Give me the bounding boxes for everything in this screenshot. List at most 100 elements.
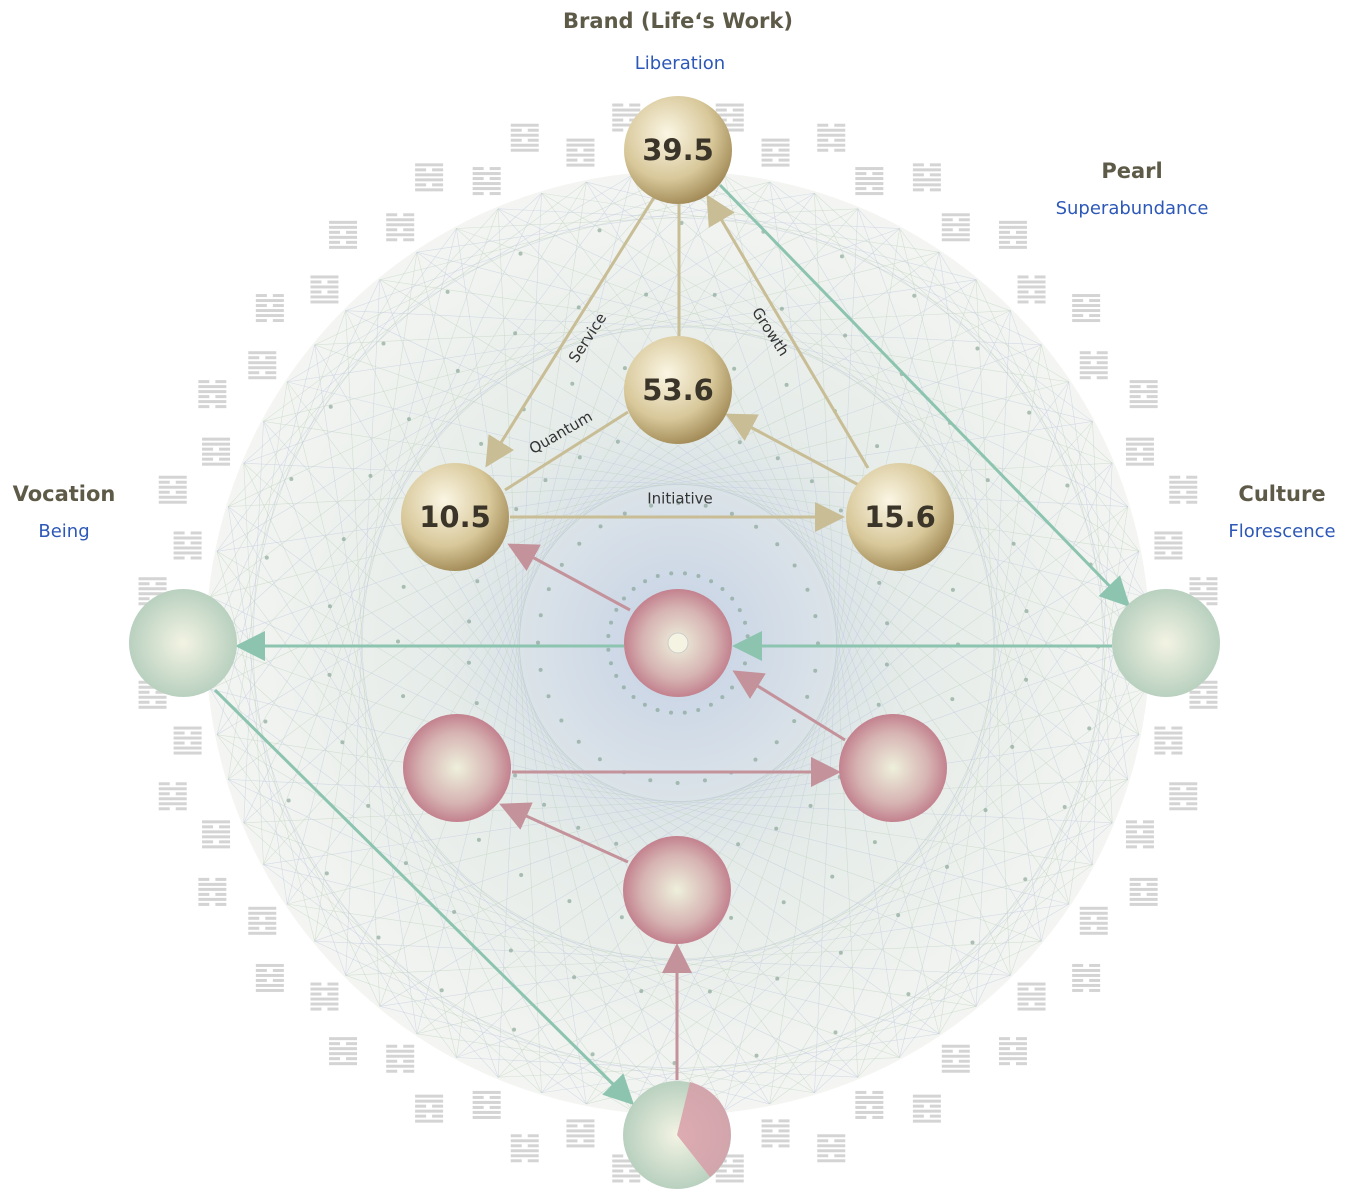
hexagram-bar — [1171, 551, 1182, 554]
hexagram-bar — [1089, 314, 1100, 317]
texture-dot — [407, 417, 411, 421]
hexagram-bar — [329, 231, 340, 234]
hexagram-bar — [1147, 385, 1158, 388]
hexagram-bar — [1126, 438, 1154, 441]
hexagram-bar — [174, 541, 185, 544]
hexagram-bar — [1169, 797, 1197, 800]
hexagram-bar — [386, 1055, 414, 1058]
texture-dot — [1063, 805, 1067, 809]
hexagram-bar — [159, 787, 187, 790]
hexagram-bar — [1186, 491, 1197, 494]
hexagram-bar — [1016, 1062, 1027, 1065]
texture-dot — [606, 634, 610, 638]
hexagram-bar — [248, 922, 276, 925]
hexagram-bar — [327, 993, 338, 996]
hexagram-bar — [1206, 577, 1217, 580]
texture-dot — [643, 703, 647, 707]
hexagram-bar — [176, 782, 187, 785]
hexagram-bar — [1189, 706, 1217, 709]
hexagram-bar — [415, 178, 443, 181]
texture-dot — [676, 781, 680, 785]
hexagram-bar — [1206, 587, 1217, 590]
hexagram-bar — [817, 1149, 845, 1152]
hexagram-bar — [256, 989, 284, 992]
hexagram-bar — [1154, 752, 1165, 755]
texture-dot — [452, 910, 456, 914]
hexagram-bar — [1189, 592, 1217, 595]
hexagram-bar — [174, 742, 185, 745]
hexagram-bar — [817, 144, 845, 147]
texture-dot — [622, 597, 626, 601]
texture-dot — [606, 648, 610, 652]
hexagram-bar — [612, 109, 640, 112]
hexagram-bar — [1130, 395, 1141, 398]
texture-dot — [547, 587, 551, 591]
texture-dot — [404, 861, 408, 865]
texture-dot — [396, 639, 400, 643]
texture-dot — [614, 842, 618, 846]
hexagram-bar — [733, 1169, 744, 1172]
hexagram-bar — [248, 361, 276, 364]
texture-dot — [683, 571, 687, 575]
hexagram-bar — [139, 582, 150, 585]
hexagram-bar — [817, 134, 845, 137]
texture-dot — [656, 574, 660, 578]
hexagram-bar — [1154, 551, 1165, 554]
hexagram-bar — [872, 172, 883, 175]
hexagram-bar — [176, 792, 187, 795]
hexagram-bar — [716, 104, 744, 107]
hexagram-bar — [248, 927, 259, 930]
hexagram-bar — [999, 236, 1027, 239]
texture-dot — [877, 703, 881, 707]
hexagram-bar — [942, 213, 970, 216]
hexagram-bar — [1080, 912, 1108, 915]
texture-dot — [986, 478, 990, 482]
texture-dot — [446, 290, 450, 294]
hexagram-bar — [511, 1159, 522, 1162]
hexagram-bar — [310, 998, 338, 1001]
hexagram-bar — [1126, 825, 1154, 828]
hexagram-bar — [1018, 993, 1046, 996]
texture-dot — [669, 571, 673, 575]
hexagram-bar — [566, 1119, 594, 1122]
texture-dot — [614, 674, 618, 678]
hexagram-bar — [1080, 351, 1091, 354]
node-label: 39.5 — [642, 133, 714, 167]
texture-dot — [467, 620, 471, 624]
hexagram-bar — [612, 119, 623, 122]
corner-title: Pearl — [1101, 159, 1162, 183]
hexagram-bar — [386, 1050, 414, 1053]
hexagram-bar — [855, 1091, 866, 1094]
hexagram-bar — [1143, 830, 1154, 833]
hexagram-bar — [273, 979, 284, 982]
hexagram-bar — [612, 1154, 623, 1157]
hexagram-bar — [386, 1060, 397, 1063]
hexagram-bar — [256, 299, 284, 302]
hexagram-bar — [913, 1105, 924, 1108]
hexagram-bar — [959, 1050, 970, 1053]
hexagram-bar — [202, 845, 230, 848]
hexagram-bar — [139, 597, 150, 600]
texture-dot — [401, 694, 405, 698]
hexagram-bar — [1169, 802, 1180, 805]
hexagram-bar — [913, 1110, 941, 1113]
texture-dot — [623, 366, 627, 370]
texture-dot — [402, 585, 406, 589]
hexagram-bar — [913, 173, 924, 176]
hexagram-bar — [566, 154, 594, 157]
texture-dot — [377, 936, 381, 940]
hexagram-bar — [415, 1105, 426, 1108]
hexagram-bar — [1147, 893, 1158, 896]
hexagram-bar — [1072, 969, 1100, 972]
hexagram-bar — [198, 888, 226, 891]
hexagram-bar — [930, 173, 941, 176]
hexagram-bar — [733, 109, 744, 112]
texture-dot — [567, 899, 571, 903]
hexagram-bar — [198, 893, 209, 896]
hexagram-bar — [1130, 385, 1141, 388]
hexagram-bar — [310, 300, 338, 303]
hexagram-bar — [1169, 792, 1197, 795]
texture-dot — [696, 574, 700, 578]
hexagram-bar — [1016, 1037, 1027, 1040]
hexagram-bar — [1018, 1003, 1029, 1006]
